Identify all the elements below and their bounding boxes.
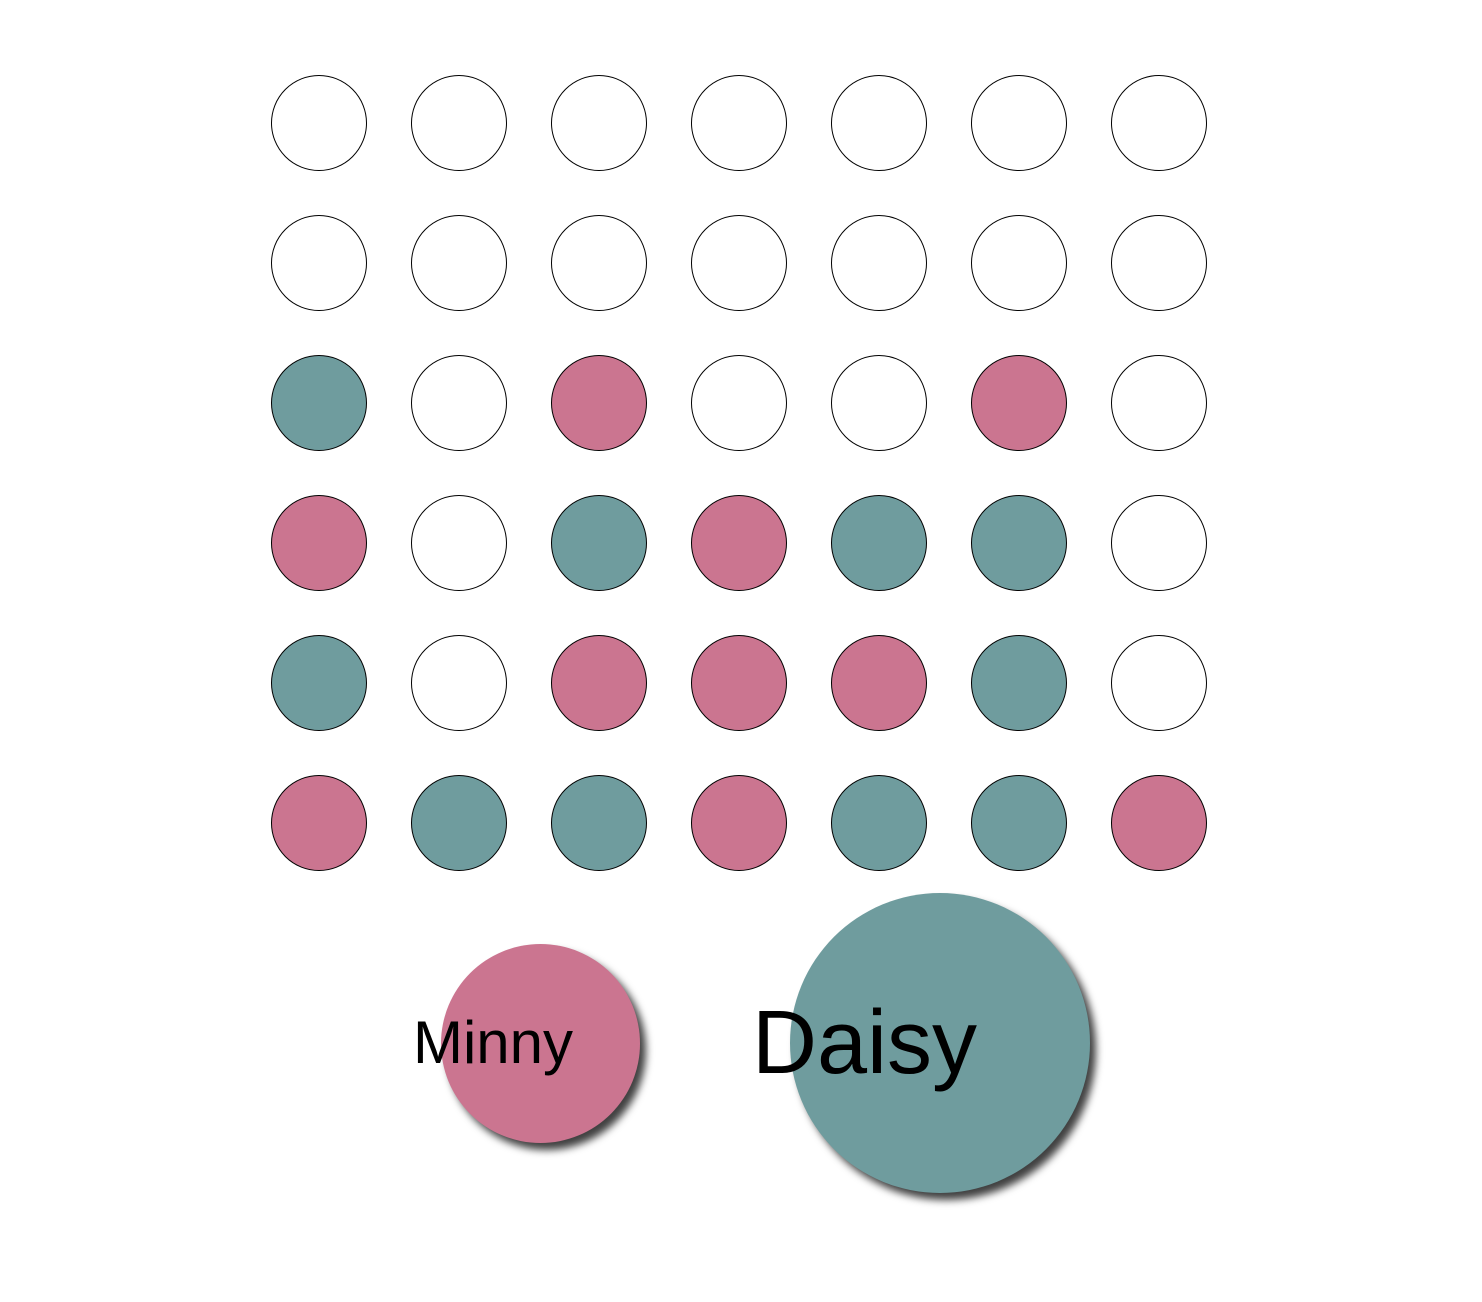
- player-token-daisy: [790, 893, 1090, 1193]
- board-cell-r2-c3[interactable]: [551, 215, 647, 311]
- board-cell-r6-c2[interactable]: [411, 775, 507, 871]
- board-cell-r1-c3[interactable]: [551, 75, 647, 171]
- board-cell-r3-c7[interactable]: [1111, 355, 1207, 451]
- board-cell-r4-c7[interactable]: [1111, 495, 1207, 591]
- board-cell-r4-c6[interactable]: [971, 495, 1067, 591]
- board-cell-r5-c7[interactable]: [1111, 635, 1207, 731]
- board-cell-r6-c7[interactable]: [1111, 775, 1207, 871]
- board-cell-r6-c3[interactable]: [551, 775, 647, 871]
- board-cell-r6-c5[interactable]: [831, 775, 927, 871]
- board-cell-r2-c6[interactable]: [971, 215, 1067, 311]
- board-cell-r5-c3[interactable]: [551, 635, 647, 731]
- player-token-minny: [441, 944, 640, 1143]
- board-cell-r5-c4[interactable]: [691, 635, 787, 731]
- board-cell-r4-c2[interactable]: [411, 495, 507, 591]
- board-cell-r4-c5[interactable]: [831, 495, 927, 591]
- board-cell-r1-c4[interactable]: [691, 75, 787, 171]
- board-cell-r6-c6[interactable]: [971, 775, 1067, 871]
- board-cell-r2-c4[interactable]: [691, 215, 787, 311]
- board-cell-r6-c1[interactable]: [271, 775, 367, 871]
- board-cell-r1-c6[interactable]: [971, 75, 1067, 171]
- board-cell-r3-c1[interactable]: [271, 355, 367, 451]
- board-cell-r6-c4[interactable]: [691, 775, 787, 871]
- board-cell-r2-c5[interactable]: [831, 215, 927, 311]
- board-cell-r3-c2[interactable]: [411, 355, 507, 451]
- board-cell-r5-c5[interactable]: [831, 635, 927, 731]
- board-cell-r4-c1[interactable]: [271, 495, 367, 591]
- board-cell-r3-c3[interactable]: [551, 355, 647, 451]
- board-cell-r3-c4[interactable]: [691, 355, 787, 451]
- board-cell-r2-c2[interactable]: [411, 215, 507, 311]
- board-cell-r5-c1[interactable]: [271, 635, 367, 731]
- player-name-daisy: Daisy: [752, 993, 978, 1093]
- board-cell-r5-c2[interactable]: [411, 635, 507, 731]
- player-name-minny: Minny: [413, 1009, 574, 1076]
- board-cell-r4-c4[interactable]: [691, 495, 787, 591]
- board-cell-r1-c5[interactable]: [831, 75, 927, 171]
- board-cell-r4-c3[interactable]: [551, 495, 647, 591]
- board-cell-r5-c6[interactable]: [971, 635, 1067, 731]
- board-cell-r2-c7[interactable]: [1111, 215, 1207, 311]
- board-cell-r1-c7[interactable]: [1111, 75, 1207, 171]
- board-cell-r2-c1[interactable]: [271, 215, 367, 311]
- board-cell-r1-c2[interactable]: [411, 75, 507, 171]
- board-cell-r1-c1[interactable]: [271, 75, 367, 171]
- board-cell-r3-c6[interactable]: [971, 355, 1067, 451]
- board-cell-r3-c5[interactable]: [831, 355, 927, 451]
